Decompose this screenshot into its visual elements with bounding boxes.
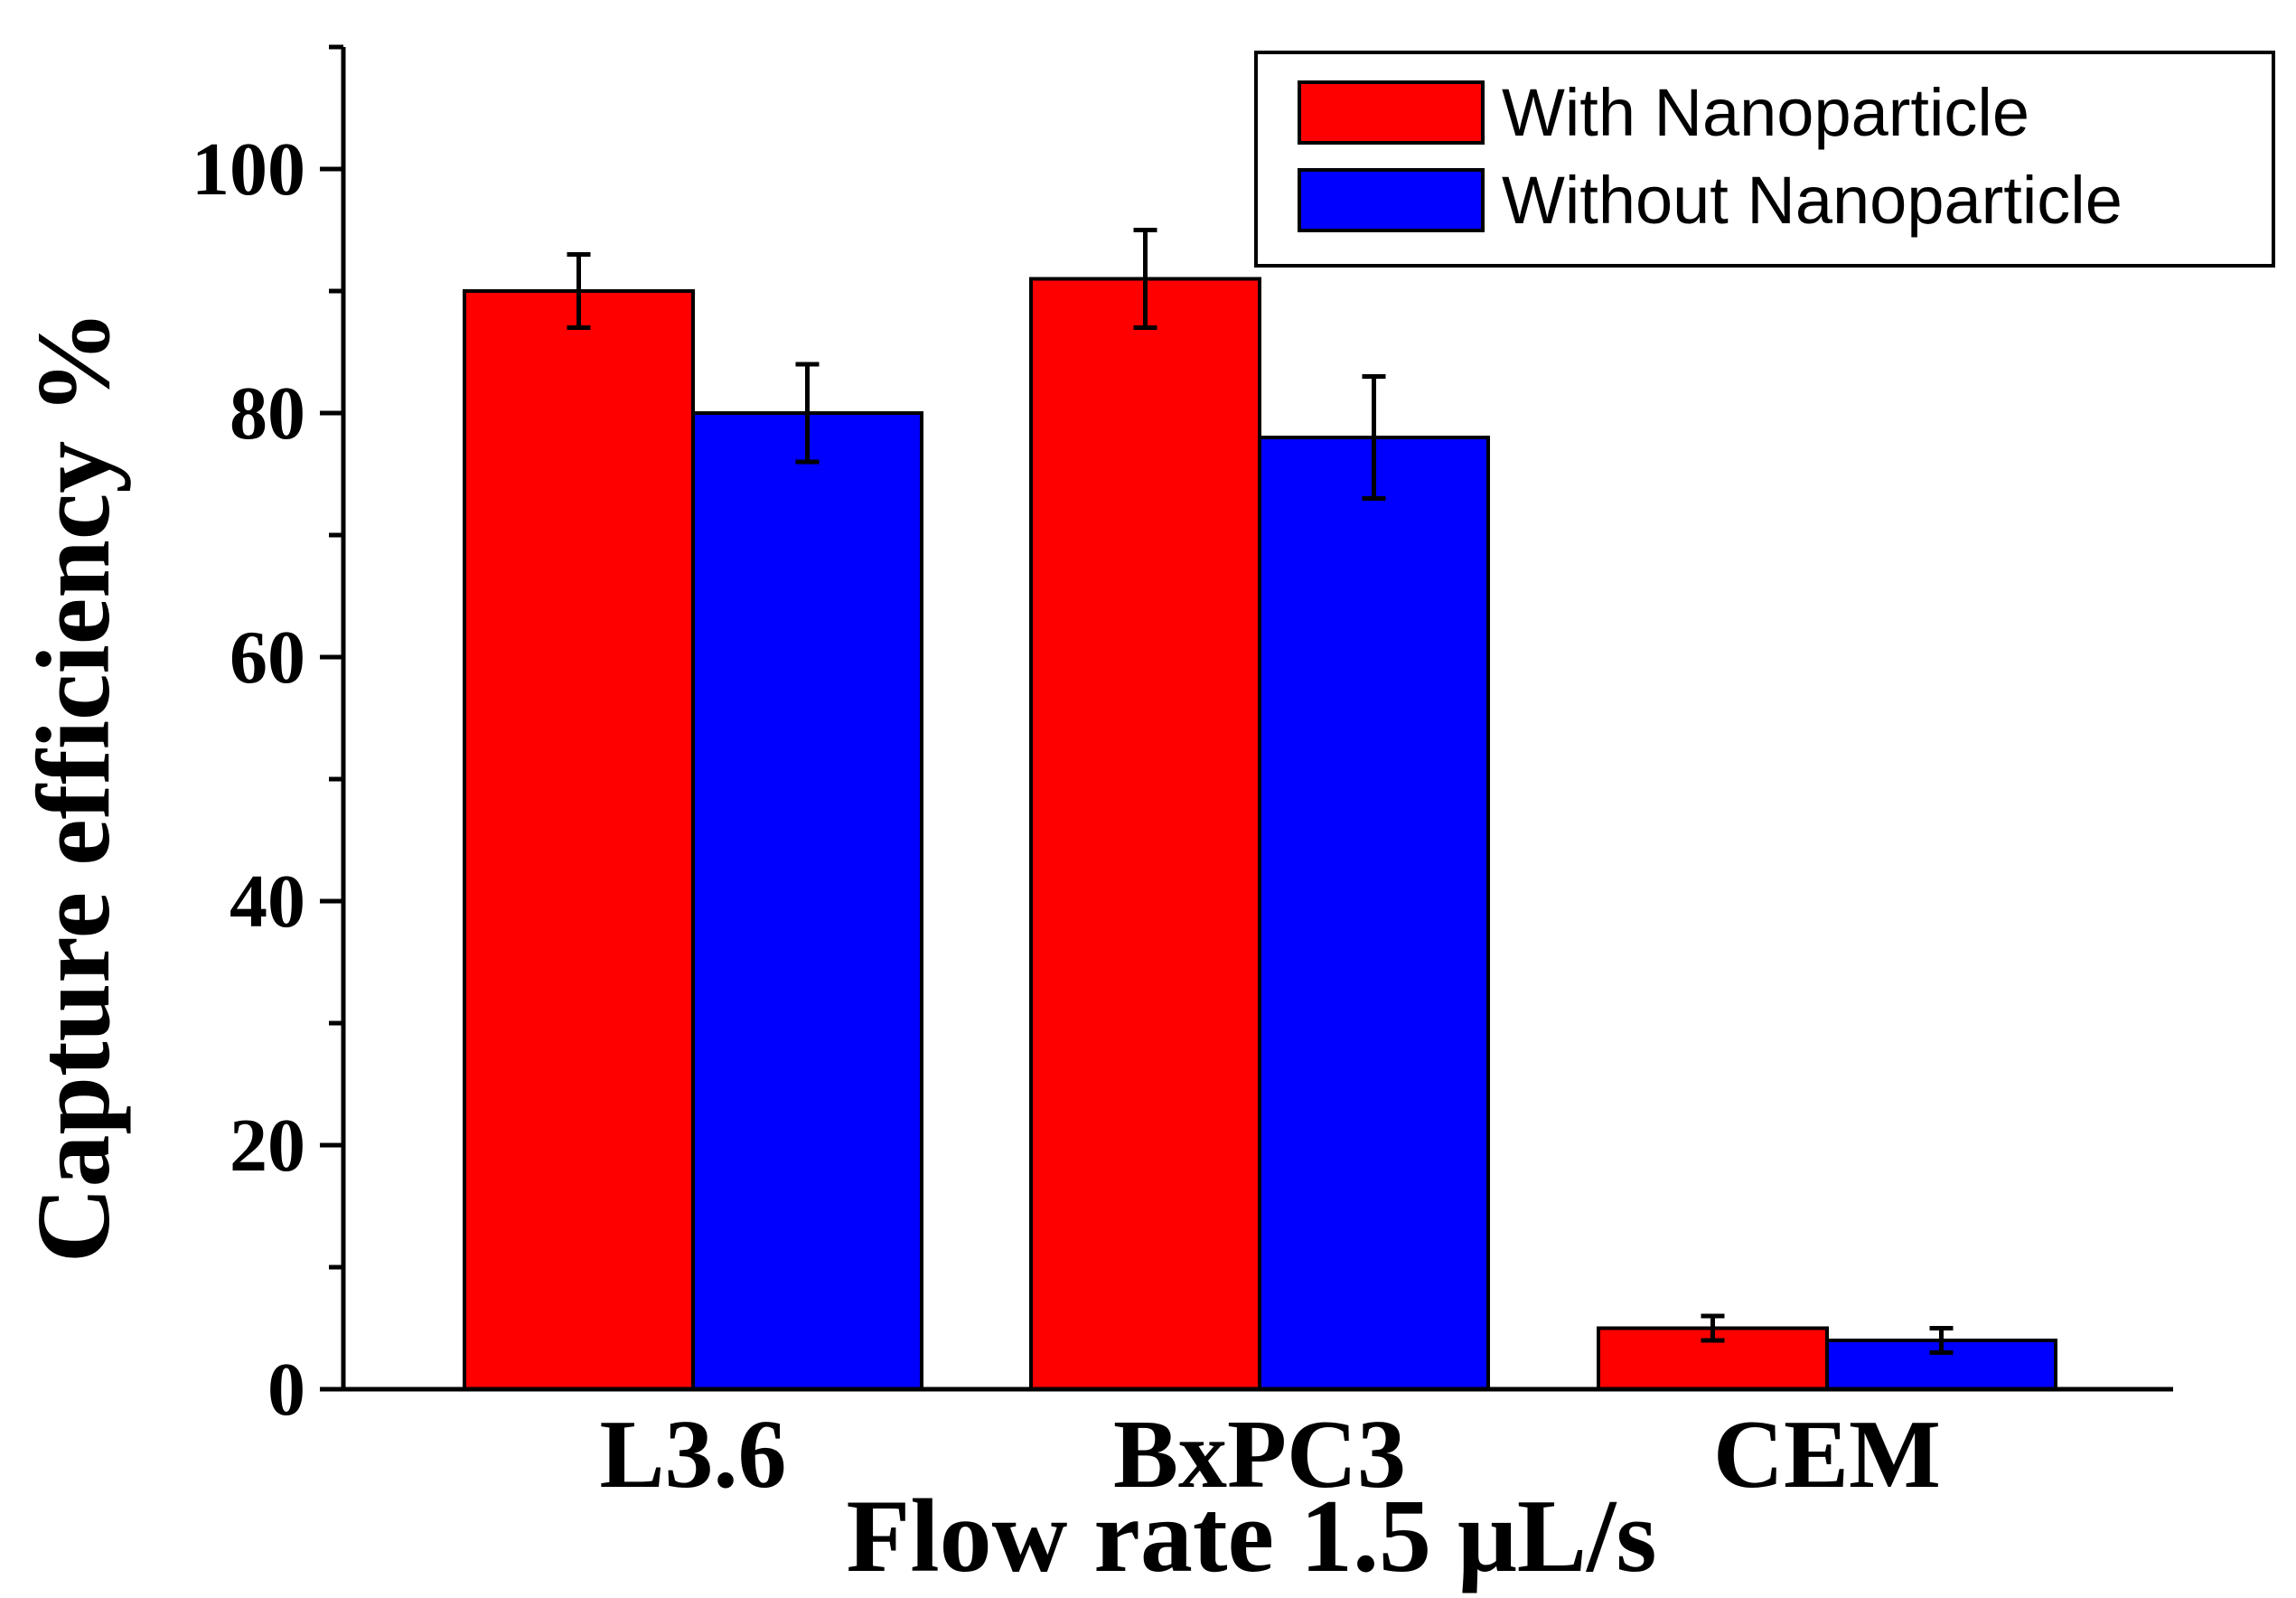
bars-layer bbox=[463, 277, 2057, 1391]
y-axis-title: Capture efficiency % bbox=[16, 310, 132, 1263]
bar-bxpc3-with-nanoparticle bbox=[1029, 277, 1261, 1391]
bar-l3-6-without-nanoparticle bbox=[691, 411, 923, 1391]
y-tick-label-20: 20 bbox=[230, 1104, 305, 1188]
error-bar-bxpc3-without-nanoparticle bbox=[1362, 374, 1386, 501]
ticks-layer: L3.6 BxPC3 CEM 0 20 40 60 80 100 bbox=[192, 44, 1941, 1509]
y-tick-label-60: 60 bbox=[230, 616, 305, 700]
y-tick-label-100: 100 bbox=[192, 127, 305, 212]
x-tick-label-bxpc3: BxPC3 bbox=[1113, 1401, 1406, 1509]
legend-swatch-without-nanoparticle bbox=[1298, 168, 1485, 232]
legend-label-without-nanoparticle: Without Nanoparticle bbox=[1502, 163, 2123, 238]
legend-swatch-with-nanoparticle bbox=[1298, 80, 1485, 145]
legend-label-with-nanoparticle: With Nanoparticle bbox=[1502, 75, 2029, 150]
error-bar-l3-6-with-nanoparticle bbox=[567, 252, 591, 330]
error-bar-bxpc3-with-nanoparticle bbox=[1133, 228, 1157, 330]
x-axis-title: Flow rate 1.5 μL/s bbox=[847, 1479, 1657, 1594]
bar-l3-6-with-nanoparticle bbox=[463, 289, 695, 1391]
error-bar-l3-6-without-nanoparticle bbox=[795, 362, 820, 465]
axes-layer bbox=[341, 47, 2173, 1392]
y-tick-label-0: 0 bbox=[267, 1348, 305, 1432]
x-tick-label-l3-6: L3.6 bbox=[599, 1401, 786, 1509]
bar-bxpc3-without-nanoparticle bbox=[1258, 436, 1490, 1391]
error-bar-cem-with-nanoparticle bbox=[1701, 1313, 1725, 1343]
error-bar-cem-without-nanoparticle bbox=[1929, 1326, 1954, 1355]
error-bars-layer bbox=[567, 228, 1954, 1355]
x-tick-label-cem: CEM bbox=[1713, 1401, 1941, 1509]
y-tick-label-80: 80 bbox=[230, 371, 305, 456]
legend: With Nanoparticle Without Nanoparticle bbox=[1254, 51, 2275, 268]
y-tick-label-40: 40 bbox=[230, 860, 305, 944]
